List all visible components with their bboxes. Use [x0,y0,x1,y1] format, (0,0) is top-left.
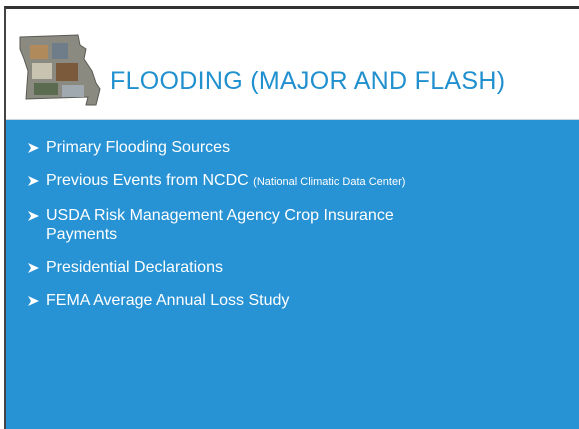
slide-body: Primary Flooding Sources Previous Events… [6,120,579,429]
missouri-map-icon [16,31,102,111]
page: FLOODING (MAJOR AND FLASH) Primary Flood… [0,0,579,429]
bullet-note: (National Climatic Data Center) [253,176,405,188]
bullet-text: FEMA Average Annual Loss Study [46,292,289,309]
bullet-text: Previous Events from NCDC [46,172,249,189]
bullet-arrow [28,175,40,187]
slide-header: FLOODING (MAJOR AND FLASH) [6,9,579,120]
bullet-arrow [28,210,40,222]
bullet-list: Primary Flooding Sources Previous Events… [28,138,446,324]
slide-title: FLOODING (MAJOR AND FLASH) [110,67,505,96]
slide: FLOODING (MAJOR AND FLASH) Primary Flood… [4,6,579,429]
bullet-item: Presidential Declarations [28,258,446,277]
bullet-text: Presidential Declarations [46,259,223,276]
bullet-text: USDA Risk Management Agency Crop Insuran… [46,207,394,243]
bullet-text: Primary Flooding Sources [46,139,230,156]
bullet-arrow [28,262,40,274]
bullet-item: Previous Events from NCDC (National Clim… [28,171,446,192]
bullet-item: USDA Risk Management Agency Crop Insuran… [28,206,446,244]
bullet-arrow [28,142,40,154]
bullet-arrow [28,295,40,307]
bullet-item: Primary Flooding Sources [28,138,446,157]
bullet-item: FEMA Average Annual Loss Study [28,291,446,310]
